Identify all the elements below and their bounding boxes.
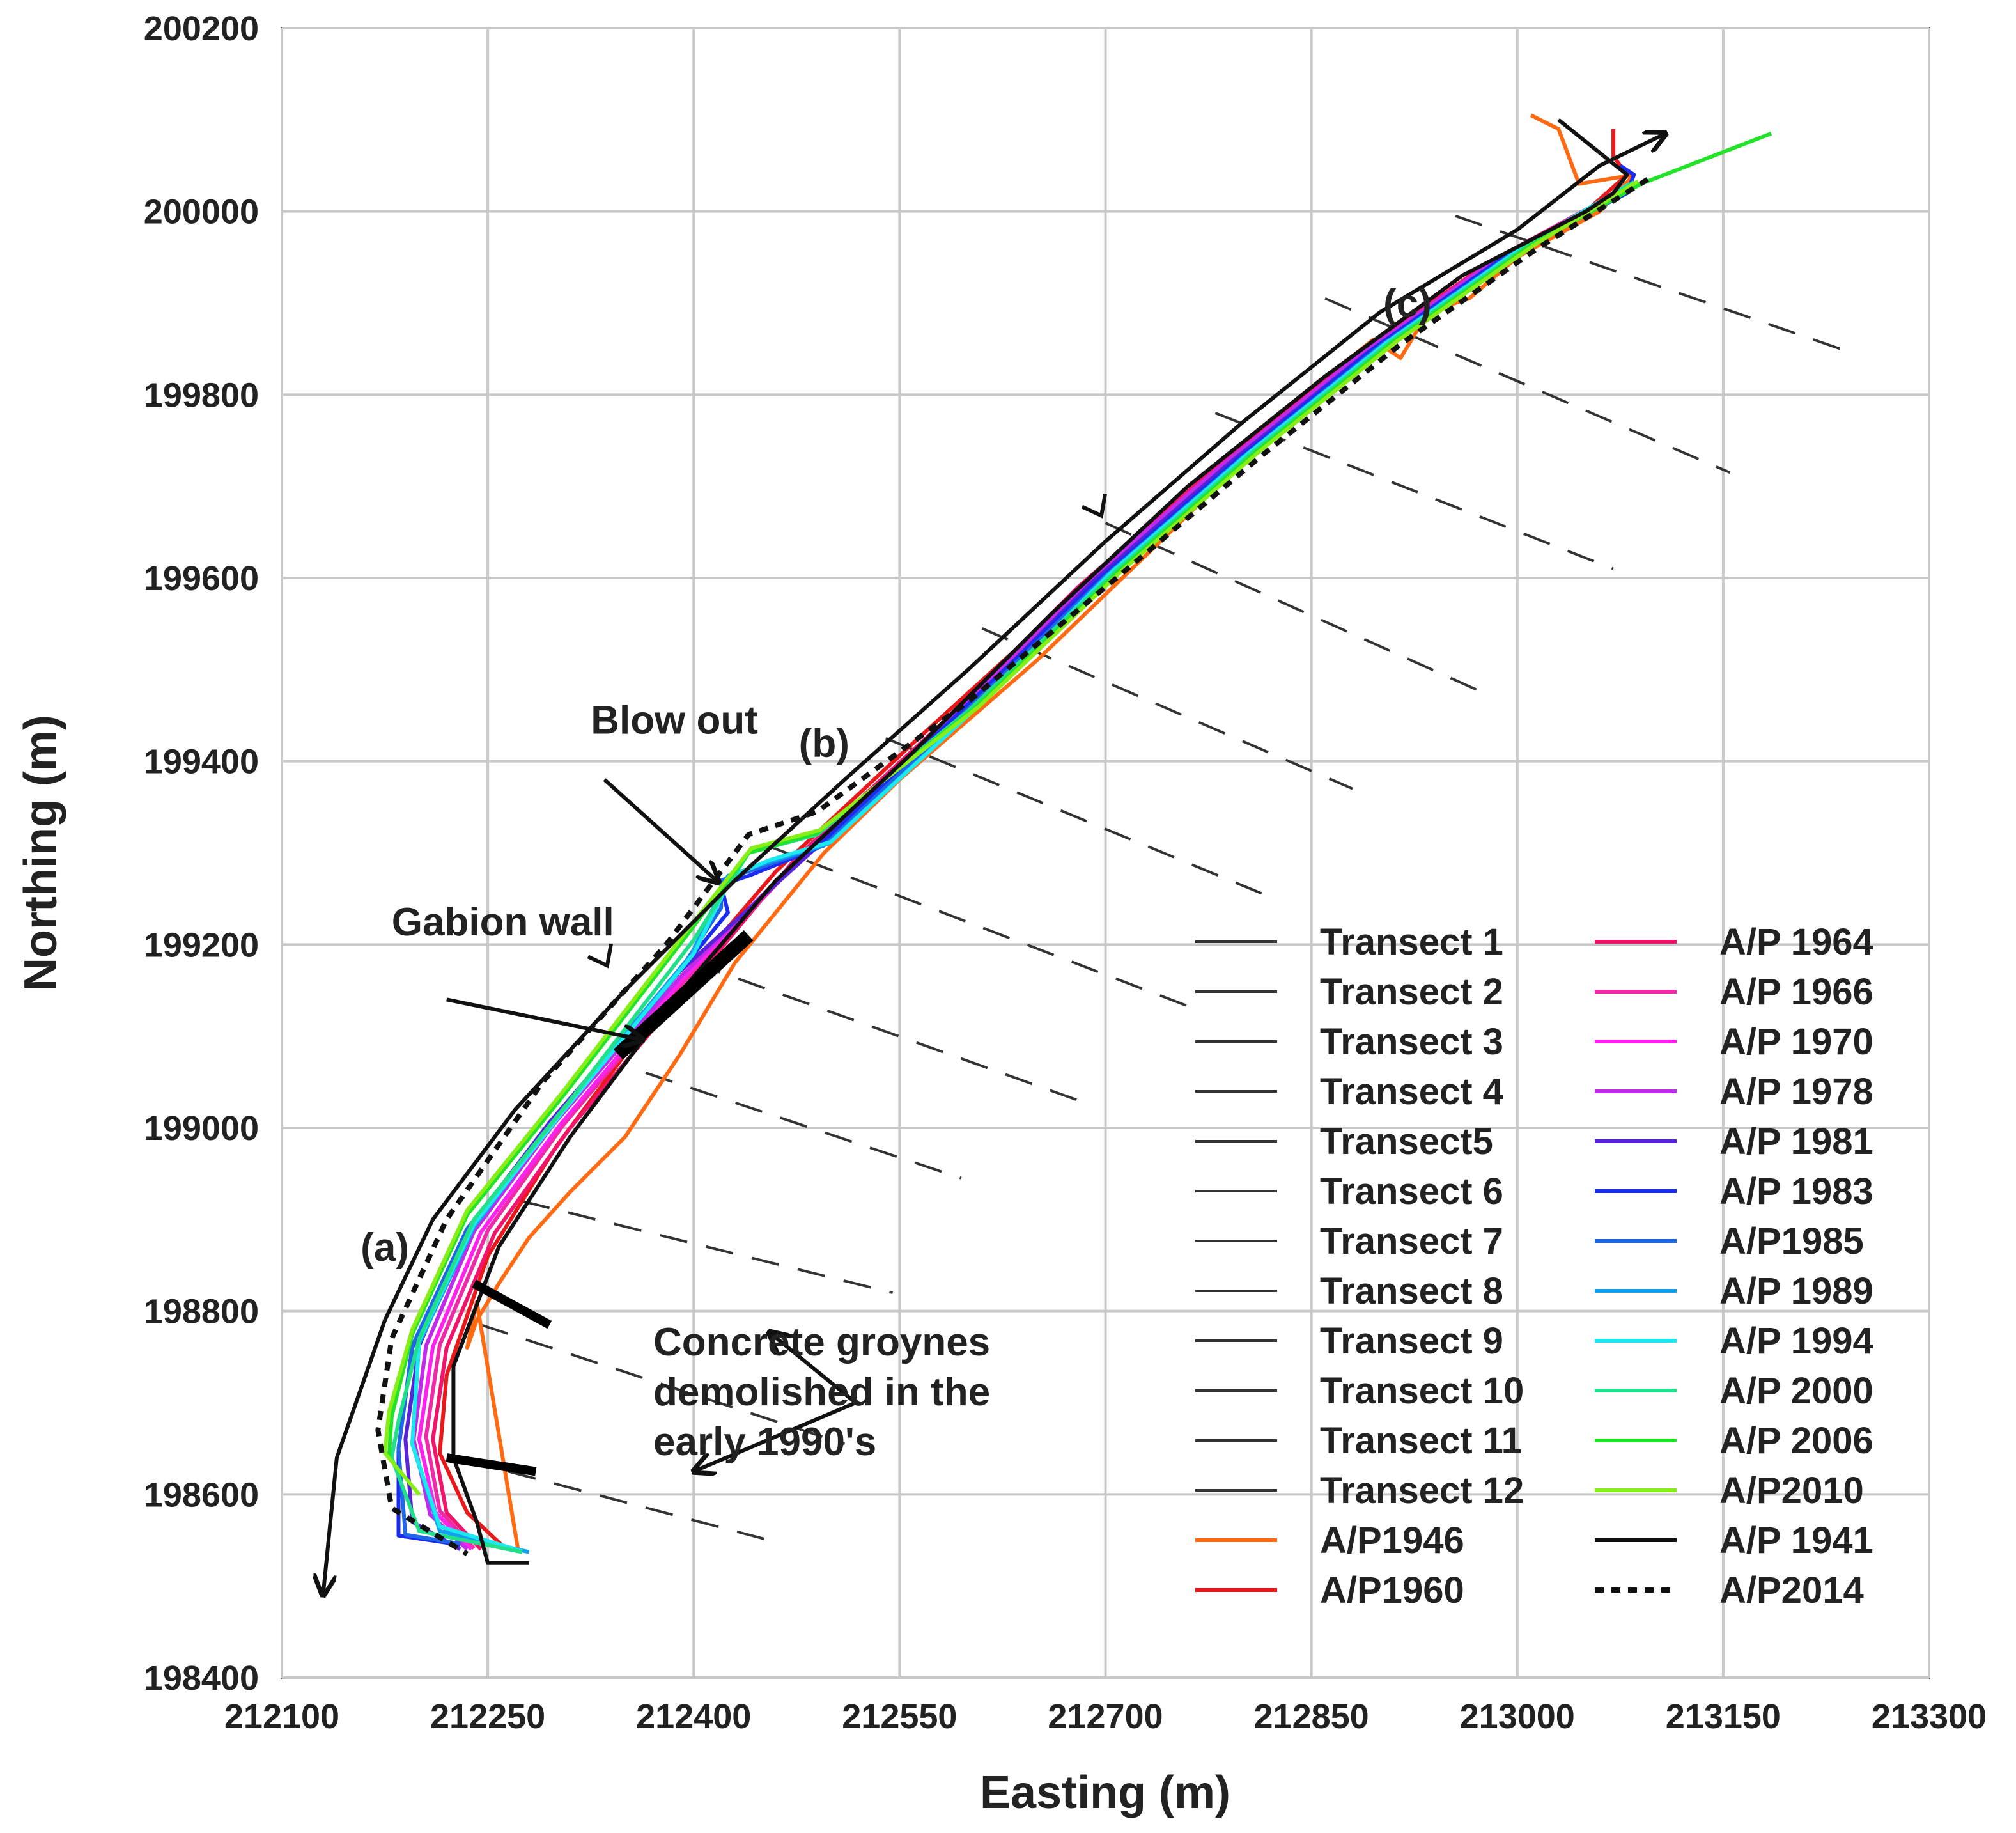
x-tick-label: 212700 xyxy=(1048,1697,1163,1736)
y-tick-label: 199800 xyxy=(144,376,259,414)
y-tick-label: 200200 xyxy=(144,10,259,48)
legend-label-transect-12: Transect 12 xyxy=(1320,1470,1524,1511)
leader-arrow-2 xyxy=(446,997,643,1040)
legend-label-transect-6: Transect 6 xyxy=(1320,1171,1503,1212)
legend-label-a-p-1981: A/P 1981 xyxy=(1719,1121,1873,1162)
alongshore-arrow xyxy=(323,134,1665,1595)
y-tick-label: 200000 xyxy=(144,193,259,231)
annotation-groynes-line-2: demolished in the xyxy=(653,1370,990,1414)
legend-label-a-p2014: A/P2014 xyxy=(1719,1570,1864,1611)
legend-label-a-p-1966: A/P 1966 xyxy=(1719,971,1873,1013)
legend-label-a-p-1994: A/P 1994 xyxy=(1719,1320,1873,1362)
legend-label-a-p-2006: A/P 2006 xyxy=(1719,1420,1873,1462)
x-tick-label: 212400 xyxy=(636,1697,751,1736)
annotation-blow-out: Blow out xyxy=(591,699,758,743)
x-tick-label: 213000 xyxy=(1460,1697,1575,1736)
annotation-groynes-line-1: Concrete groynes xyxy=(653,1320,990,1364)
legend-label-a-p-1983: A/P 1983 xyxy=(1719,1171,1873,1212)
annotation-section-b: (b) xyxy=(799,722,849,766)
legend-label-a-p1946: A/P1946 xyxy=(1320,1520,1464,1561)
legend-label-a-p-2000: A/P 2000 xyxy=(1719,1370,1873,1412)
y-tick-label: 199000 xyxy=(144,1109,259,1148)
annotation-section-c: (c) xyxy=(1383,282,1432,326)
legend-label-a-p1960: A/P1960 xyxy=(1320,1570,1464,1611)
leader-arrow-1 xyxy=(603,778,718,882)
legend-label-transect-2: Transect 2 xyxy=(1320,971,1503,1013)
x-tick-label: 213300 xyxy=(1872,1697,1987,1736)
legend-label-transect-4: Transect 4 xyxy=(1320,1071,1503,1112)
leader-arrow-4 xyxy=(694,1401,857,1472)
legend-label-transect-8: Transect 8 xyxy=(1320,1270,1503,1312)
x-tick-label: 212250 xyxy=(430,1697,545,1736)
x-tick-label: 212100 xyxy=(224,1697,339,1736)
annotation-overlay xyxy=(323,134,1665,1595)
legend: Transect 1 Transect 2 Transect 3 Transect 4… xyxy=(1195,921,1873,1611)
alongshore-arrow-head-1 xyxy=(1081,494,1108,519)
annotation-gabion-wall: Gabion wall xyxy=(392,900,614,944)
y-axis-title: Northing (m) xyxy=(15,715,66,991)
legend-label-transect-9: Transect 9 xyxy=(1320,1320,1503,1362)
legend-label-transect-11: Transect 11 xyxy=(1320,1420,1522,1462)
x-tick-labels: 212100 212250 212400 212550 212700 212850 2130… xyxy=(224,1697,1987,1736)
legend-label-a-p-1964: A/P 1964 xyxy=(1719,921,1873,963)
annotation-groynes-line-3: early 1990's xyxy=(653,1420,876,1464)
legend-label-a-p-1989: A/P 1989 xyxy=(1719,1270,1873,1312)
annotation-section-a: (a) xyxy=(361,1226,409,1270)
y-tick-label: 199200 xyxy=(144,926,259,964)
alongshore-arrow-head-2 xyxy=(587,943,613,969)
x-tick-label: 213150 xyxy=(1666,1697,1781,1736)
y-tick-label: 198400 xyxy=(144,1659,259,1697)
legend-label-transect-7: Transect 7 xyxy=(1320,1221,1503,1262)
legend-label-a-p-1941: A/P 1941 xyxy=(1719,1520,1873,1561)
x-axis-title: Easting (m) xyxy=(980,1767,1230,1818)
x-tick-label: 212550 xyxy=(842,1697,957,1736)
x-tick-label: 212850 xyxy=(1254,1697,1369,1736)
y-tick-labels: 198400 198600 198800 199000 199200 199400 1996… xyxy=(144,10,259,1697)
legend-label-a-p-1978: A/P 1978 xyxy=(1719,1071,1873,1112)
legend-label-transect5: Transect5 xyxy=(1320,1121,1493,1162)
y-tick-label: 199400 xyxy=(144,743,259,781)
y-tick-label: 198800 xyxy=(144,1293,259,1331)
y-tick-label: 198600 xyxy=(144,1476,259,1514)
legend-label-transect-10: Transect 10 xyxy=(1320,1370,1524,1412)
y-tick-label: 199600 xyxy=(144,559,259,598)
legend-label-transect-3: Transect 3 xyxy=(1320,1021,1503,1063)
legend-label-transect-1: Transect 1 xyxy=(1320,921,1503,963)
legend-label-a-p1985: A/P1985 xyxy=(1719,1221,1864,1262)
legend-label-a-p2010: A/P2010 xyxy=(1719,1470,1864,1511)
legend-label-a-p-1970: A/P 1970 xyxy=(1719,1021,1873,1063)
leader-arrow-3 xyxy=(769,1332,857,1405)
